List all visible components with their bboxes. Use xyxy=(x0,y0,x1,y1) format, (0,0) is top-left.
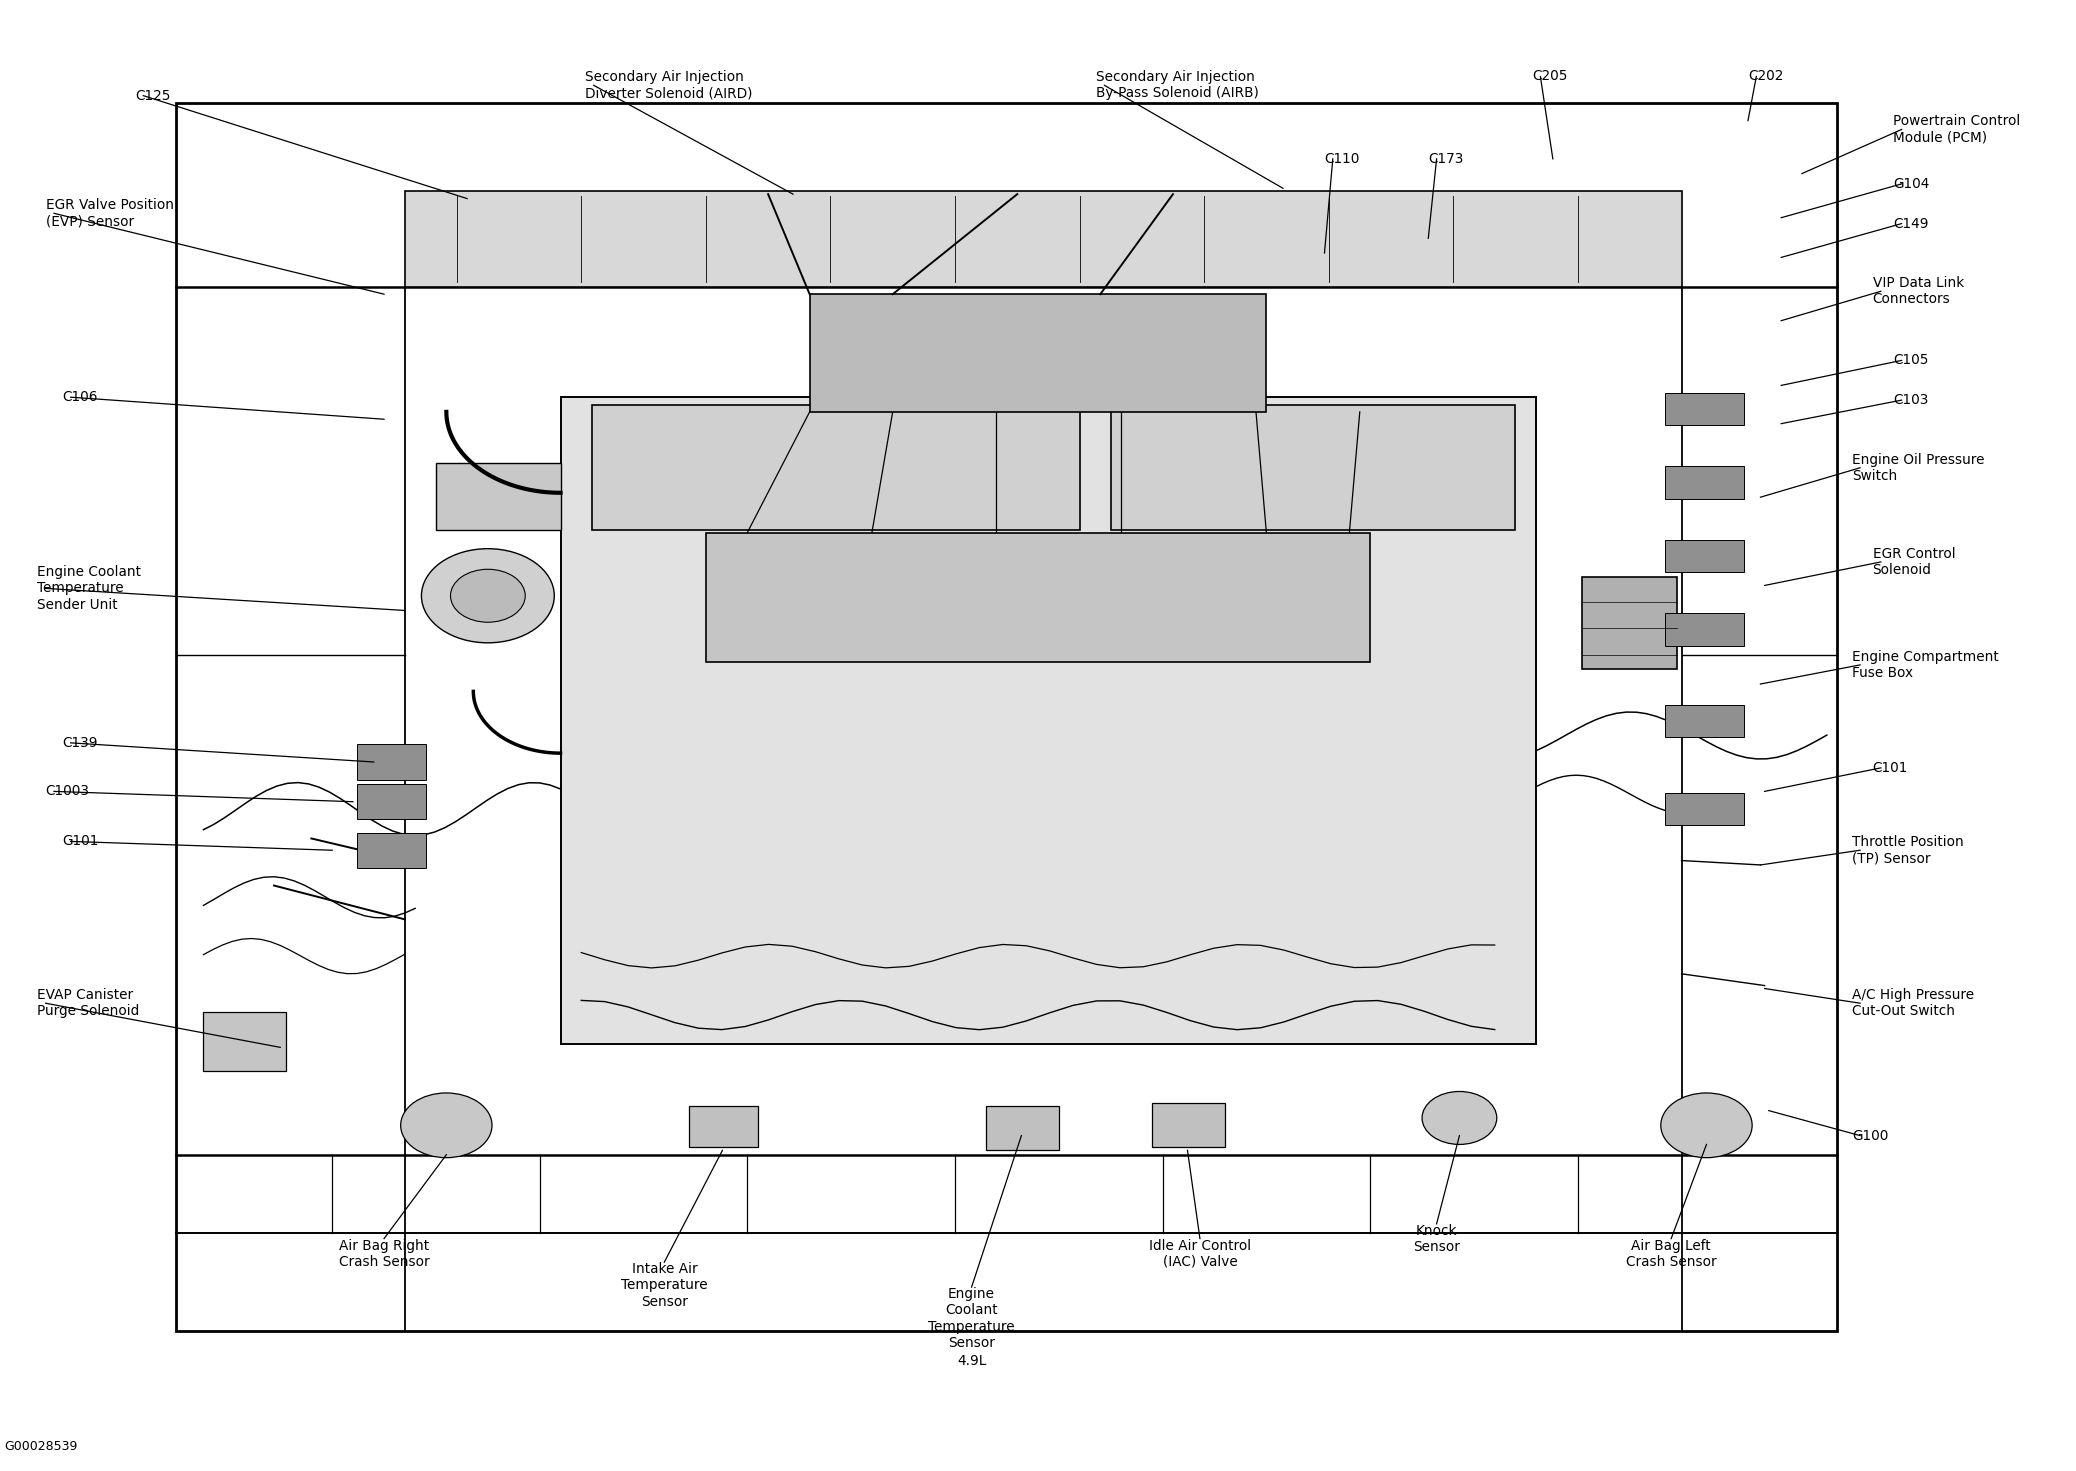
Polygon shape xyxy=(203,1012,286,1071)
Polygon shape xyxy=(436,463,561,530)
Text: Secondary Air Injection
By-Pass Solenoid (AIRB): Secondary Air Injection By-Pass Solenoid… xyxy=(1096,71,1258,100)
Polygon shape xyxy=(592,405,1080,530)
Text: C105: C105 xyxy=(1893,353,1929,368)
Text: Engine Oil Pressure
Switch: Engine Oil Pressure Switch xyxy=(1852,453,1985,482)
Text: Knock
Sensor: Knock Sensor xyxy=(1414,1224,1459,1255)
Polygon shape xyxy=(1665,793,1744,825)
Polygon shape xyxy=(1665,466,1744,499)
Polygon shape xyxy=(357,744,426,780)
Text: EGR Control
Solenoid: EGR Control Solenoid xyxy=(1873,547,1956,577)
Text: C205: C205 xyxy=(1532,69,1567,84)
Polygon shape xyxy=(1665,540,1744,572)
Polygon shape xyxy=(357,833,426,868)
Polygon shape xyxy=(986,1106,1059,1150)
Text: Secondary Air Injection
Diverter Solenoid (AIRD): Secondary Air Injection Diverter Solenoi… xyxy=(585,71,754,100)
Text: Idle Air Control
(IAC) Valve: Idle Air Control (IAC) Valve xyxy=(1148,1239,1252,1269)
Text: C149: C149 xyxy=(1893,216,1929,231)
Polygon shape xyxy=(1665,393,1744,425)
Text: C110: C110 xyxy=(1324,152,1360,166)
Polygon shape xyxy=(1152,1103,1225,1147)
Polygon shape xyxy=(810,294,1266,412)
Circle shape xyxy=(401,1093,492,1158)
Text: Throttle Position
(TP) Sensor: Throttle Position (TP) Sensor xyxy=(1852,836,1964,865)
Text: C103: C103 xyxy=(1893,393,1929,407)
Circle shape xyxy=(1422,1091,1497,1144)
Text: C125: C125 xyxy=(135,88,170,103)
Text: VIP Data Link
Connectors: VIP Data Link Connectors xyxy=(1873,277,1964,306)
Polygon shape xyxy=(1665,705,1744,737)
Text: C202: C202 xyxy=(1748,69,1783,84)
Text: Air Bag Right
Crash Sensor: Air Bag Right Crash Sensor xyxy=(338,1239,430,1269)
Text: Engine Compartment
Fuse Box: Engine Compartment Fuse Box xyxy=(1852,650,1999,680)
Text: Intake Air
Temperature
Sensor: Intake Air Temperature Sensor xyxy=(621,1262,708,1309)
Text: Engine
Coolant
Temperature
Sensor: Engine Coolant Temperature Sensor xyxy=(928,1287,1015,1350)
Circle shape xyxy=(450,569,525,622)
Polygon shape xyxy=(706,533,1370,662)
Polygon shape xyxy=(357,784,426,819)
Text: C139: C139 xyxy=(62,736,98,750)
Text: EVAP Canister
Purge Solenoid: EVAP Canister Purge Solenoid xyxy=(37,989,139,1018)
Text: EGR Valve Position
(EVP) Sensor: EGR Valve Position (EVP) Sensor xyxy=(46,199,174,228)
Text: G101: G101 xyxy=(62,834,100,849)
Polygon shape xyxy=(405,191,1682,287)
Text: 4.9L: 4.9L xyxy=(957,1353,986,1368)
Polygon shape xyxy=(1582,577,1677,669)
Text: G100: G100 xyxy=(1852,1128,1889,1143)
Text: Air Bag Left
Crash Sensor: Air Bag Left Crash Sensor xyxy=(1626,1239,1717,1269)
Text: Powertrain Control
Module (PCM): Powertrain Control Module (PCM) xyxy=(1893,115,2020,144)
Text: C106: C106 xyxy=(62,390,98,405)
Polygon shape xyxy=(1665,613,1744,646)
Polygon shape xyxy=(1111,405,1515,530)
Text: C173: C173 xyxy=(1428,152,1464,166)
Text: Engine Coolant
Temperature
Sender Unit: Engine Coolant Temperature Sender Unit xyxy=(37,565,141,612)
Text: C101: C101 xyxy=(1873,761,1908,775)
Text: A/C High Pressure
Cut-Out Switch: A/C High Pressure Cut-Out Switch xyxy=(1852,989,1974,1018)
Circle shape xyxy=(1661,1093,1752,1158)
Polygon shape xyxy=(561,397,1536,1044)
Polygon shape xyxy=(689,1106,758,1147)
Circle shape xyxy=(421,549,554,643)
Text: G00028539: G00028539 xyxy=(4,1440,77,1453)
Text: C1003: C1003 xyxy=(46,784,89,799)
Text: G104: G104 xyxy=(1893,177,1931,191)
